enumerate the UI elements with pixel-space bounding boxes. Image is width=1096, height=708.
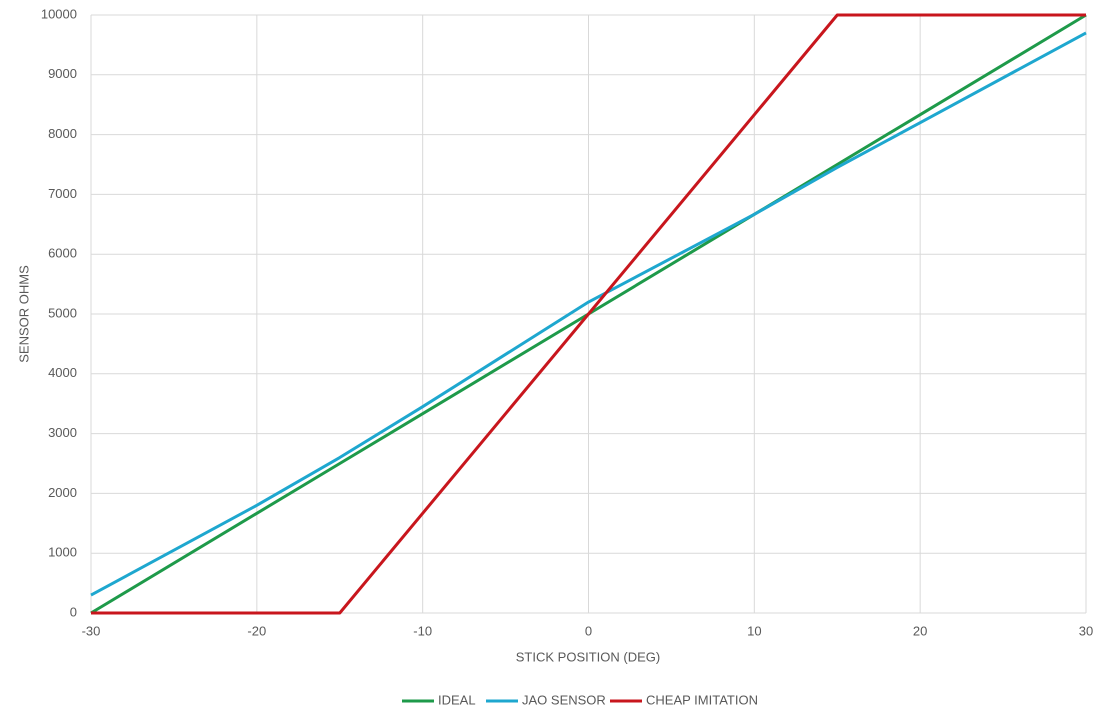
legend-label: IDEAL — [438, 692, 476, 707]
y-tick-label: 9000 — [48, 66, 77, 81]
y-tick-label: 6000 — [48, 246, 77, 261]
y-tick-label: 4000 — [48, 365, 77, 380]
x-tick-label: 10 — [747, 623, 761, 638]
y-tick-label: 1000 — [48, 545, 77, 560]
x-tick-label: 30 — [1079, 623, 1093, 638]
x-tick-label: 0 — [585, 623, 592, 638]
y-tick-label: 8000 — [48, 126, 77, 141]
y-tick-label: 5000 — [48, 305, 77, 320]
y-tick-label: 10000 — [41, 6, 77, 21]
x-axis-label: STICK POSITION (DEG) — [516, 649, 660, 664]
series-line — [91, 13, 1086, 615]
x-tick-label: -20 — [247, 623, 266, 638]
y-tick-label: 7000 — [48, 186, 77, 201]
y-tick-label: 2000 — [48, 485, 77, 500]
x-tick-label: -30 — [82, 623, 101, 638]
y-axis-label: SENSOR OHMS — [16, 265, 31, 363]
y-tick-label: 3000 — [48, 425, 77, 440]
y-tick-label: 0 — [70, 604, 77, 619]
legend-label: CHEAP IMITATION — [646, 692, 758, 707]
x-tick-label: 20 — [913, 623, 927, 638]
series-line — [90, 31, 1087, 597]
x-tick-label: -10 — [413, 623, 432, 638]
legend-label: JAO SENSOR — [522, 692, 606, 707]
